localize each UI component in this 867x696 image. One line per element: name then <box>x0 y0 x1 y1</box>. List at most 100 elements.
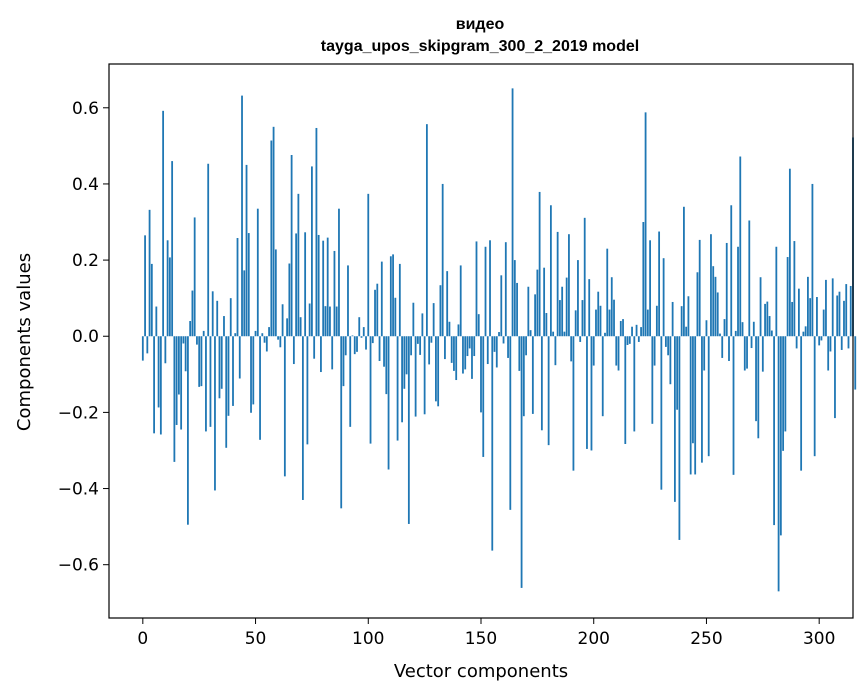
bar <box>471 336 473 379</box>
bar <box>531 336 534 414</box>
bar <box>159 336 162 435</box>
bar <box>592 336 595 366</box>
bar <box>191 290 194 337</box>
bar <box>157 336 160 408</box>
bar <box>547 336 550 446</box>
bar <box>773 336 775 526</box>
bar <box>570 336 573 362</box>
bar <box>662 258 665 337</box>
bar <box>432 303 435 337</box>
bar <box>475 241 478 337</box>
bar <box>446 271 449 337</box>
bar <box>509 336 512 510</box>
bar <box>232 336 234 406</box>
bar <box>707 336 710 457</box>
x-tick-label: 0 <box>137 629 148 649</box>
bar <box>482 336 485 457</box>
bar <box>182 336 185 344</box>
bar <box>759 277 762 337</box>
bar <box>453 336 455 371</box>
bar <box>779 336 782 536</box>
bar <box>527 286 530 337</box>
bar <box>563 331 566 337</box>
bar <box>187 336 189 525</box>
chart-subtitle: tayga_upos_skipgram_300_2_2019 model <box>321 38 639 55</box>
x-tick-label: 250 <box>690 629 722 649</box>
bar <box>626 336 629 345</box>
bar <box>741 322 744 337</box>
bar <box>286 318 289 337</box>
y-tick-label: 0.4 <box>72 175 99 195</box>
bar <box>353 336 356 355</box>
bar <box>322 240 325 337</box>
bar <box>552 331 555 337</box>
bar <box>371 336 374 344</box>
bar <box>755 336 757 422</box>
bar <box>329 306 331 337</box>
bar <box>292 336 295 365</box>
bar <box>561 286 564 337</box>
bar <box>410 336 413 356</box>
y-tick-label: −0.6 <box>58 556 99 576</box>
bar <box>737 246 739 337</box>
bar <box>816 297 818 337</box>
bar <box>421 313 424 337</box>
bar <box>829 336 832 352</box>
bar <box>694 336 697 475</box>
bar <box>739 156 742 337</box>
bar <box>369 336 372 444</box>
bar <box>331 336 334 370</box>
bar <box>534 294 537 337</box>
bar <box>439 285 442 337</box>
bar <box>504 242 507 337</box>
bar <box>398 263 401 337</box>
bar <box>247 233 250 337</box>
bar <box>202 330 205 337</box>
bar <box>572 336 575 471</box>
bar <box>493 336 496 352</box>
bar <box>761 336 764 372</box>
bar <box>477 314 480 337</box>
bar <box>324 306 327 337</box>
bar <box>732 336 735 475</box>
bar <box>448 321 451 337</box>
bar <box>464 336 467 370</box>
bar <box>344 336 347 356</box>
bar <box>775 246 778 337</box>
bar <box>177 336 180 395</box>
bar <box>150 263 153 337</box>
bar <box>245 164 248 337</box>
bar <box>491 336 494 551</box>
bar <box>171 161 174 337</box>
bar <box>385 336 388 395</box>
bar <box>685 326 688 337</box>
bar <box>646 309 649 337</box>
bar <box>538 191 541 337</box>
bar <box>513 260 516 337</box>
bar <box>800 336 803 471</box>
bar <box>389 256 392 337</box>
bar <box>164 336 167 364</box>
bar <box>559 300 561 337</box>
bar <box>358 317 361 337</box>
bar <box>813 336 816 457</box>
bar <box>457 324 460 337</box>
bar <box>155 306 158 337</box>
bar <box>845 284 848 337</box>
y-tick-label: 0.6 <box>72 99 99 119</box>
bar <box>500 275 503 337</box>
bar <box>207 163 210 337</box>
bar <box>304 232 307 337</box>
bar <box>223 316 225 337</box>
bar <box>378 336 381 361</box>
bar <box>484 246 487 337</box>
bar <box>507 336 509 358</box>
bar <box>549 205 552 337</box>
bar <box>394 297 397 337</box>
y-axis: −0.6 −0.4 −0.2 0.0 0.2 0.4 0.6 <box>58 99 109 576</box>
bar <box>628 336 631 344</box>
bar <box>658 231 661 337</box>
bar <box>256 208 259 337</box>
x-tick-label: 300 <box>803 629 835 649</box>
bar <box>297 193 300 337</box>
